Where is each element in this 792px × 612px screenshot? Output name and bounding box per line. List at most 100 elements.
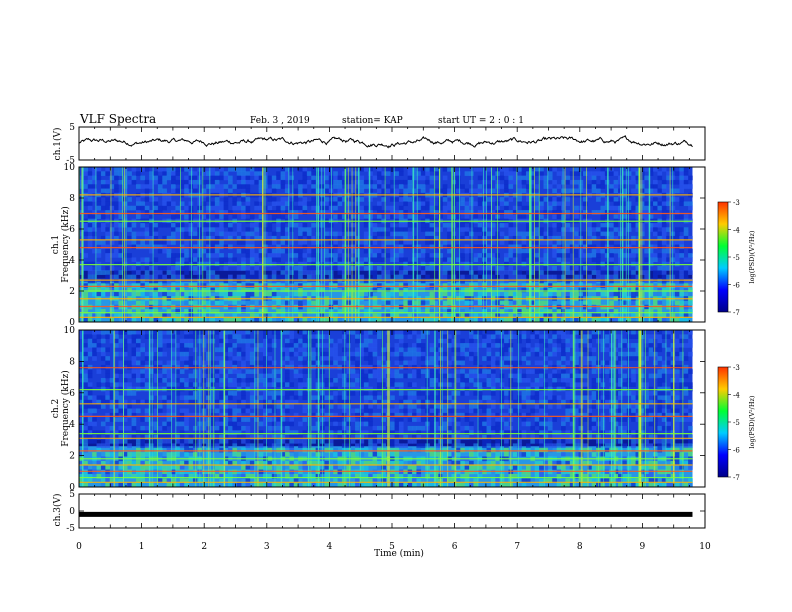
ch1-spectrogram-cell xyxy=(482,270,487,275)
ch1-spectrogram-cell xyxy=(631,179,636,185)
ch1-spectrogram-cell xyxy=(556,291,562,297)
ch1-spectrogram-cell xyxy=(135,261,141,267)
ch2-spectrogram-cell xyxy=(346,452,351,457)
ch1-spectrogram-cell xyxy=(175,309,181,314)
ch1-spectrogram-cell xyxy=(385,167,391,172)
ch2-spectrogram-cell xyxy=(363,465,369,470)
ch1-spectrogram-cell xyxy=(464,313,470,318)
ch1-spectrogram-cell xyxy=(679,201,685,207)
ch1-spectrogram-cell xyxy=(192,227,198,232)
ch1-spectrogram-cell xyxy=(333,317,338,323)
ch2-spectrogram-cell xyxy=(223,404,229,409)
ch1-spectrogram-cell xyxy=(635,227,641,232)
ch2-spectrogram-cell xyxy=(298,439,303,444)
ch2-spectrogram-cell xyxy=(135,482,141,488)
ch2-spectrogram-cell xyxy=(79,369,84,374)
ch1-spectrogram-cell xyxy=(385,253,391,258)
ch1-spectrogram-cell xyxy=(521,240,527,245)
ch1-spectrogram-cell xyxy=(311,309,316,314)
ch2-spectrogram-cell xyxy=(302,369,308,374)
ch2-spectrogram-cell xyxy=(254,369,259,374)
ch1-spectrogram-cell xyxy=(184,248,189,254)
ch2-spectrogram-cell xyxy=(280,421,286,427)
ch1-spectrogram-cell xyxy=(521,309,527,314)
ch2-spectrogram-cell xyxy=(162,377,167,383)
ch1-spectrogram-cell xyxy=(96,253,102,258)
ch1-spectrogram-cell xyxy=(298,184,303,189)
ch1-spectrogram-cell xyxy=(188,167,194,172)
ch1-spectrogram-cell xyxy=(569,248,575,254)
ch2-spectrogram-cell xyxy=(333,460,338,466)
ch2-spectrogram-cell xyxy=(324,421,330,427)
ch1-spectrogram-cell xyxy=(346,291,351,297)
ch2-spectrogram-cell xyxy=(131,391,137,396)
ch1-spectrogram-cell xyxy=(298,253,303,258)
ch2-spectrogram-cell xyxy=(328,382,334,387)
ch1-spectrogram-cell xyxy=(525,313,531,318)
ch2-spectrogram-cell xyxy=(149,377,154,383)
ch1-spectrogram-cell xyxy=(639,188,645,194)
ch1-spectrogram-cell xyxy=(192,188,198,194)
ch1-spectrogram-cell xyxy=(666,197,671,202)
ch2-spectrogram-cell xyxy=(153,386,159,392)
ch2-spectrogram-cell xyxy=(359,473,365,479)
ch1-spectrogram-cell xyxy=(547,300,553,306)
ch1-spectrogram-cell xyxy=(192,261,198,267)
ch2-spectrogram-cell xyxy=(263,382,268,387)
ch2-spectrogram-cell xyxy=(140,373,146,379)
ch1-spectrogram-cell xyxy=(447,313,452,318)
ch2-spectrogram-cell xyxy=(341,473,347,479)
ch1-spectrogram-cell xyxy=(508,197,514,202)
ch2-spectrogram-cell xyxy=(206,391,211,396)
ch1-spectrogram-cell xyxy=(302,175,308,181)
ch2-spectrogram-cell xyxy=(105,443,110,449)
ch1-spectrogram-cell xyxy=(293,274,299,280)
ch1-spectrogram-cell xyxy=(258,309,264,314)
ch2-spectrogram-cell xyxy=(376,360,382,366)
ch1-spectrogram-cell xyxy=(639,210,645,215)
ch2-spectrogram-cell xyxy=(245,386,251,392)
ch1-spectrogram-cell xyxy=(153,287,159,293)
ch2-spectrogram-cell xyxy=(359,343,365,348)
ch2-spectrogram-cell xyxy=(83,404,89,409)
ch1-spectrogram-cell xyxy=(263,235,268,241)
ch1-spectrogram-cell xyxy=(600,205,606,211)
ch2-spectrogram-cell xyxy=(219,434,224,440)
ch2-spectrogram-cell xyxy=(144,417,150,422)
ch1-spectrogram-cell xyxy=(469,179,474,185)
ch2-spectrogram-cell xyxy=(350,391,356,396)
ch2-spectrogram-cell xyxy=(232,421,238,427)
ch2-spectrogram-cell xyxy=(210,360,216,366)
ch2-spectrogram-cell xyxy=(140,452,146,457)
ch1-spectrogram-cell xyxy=(657,291,663,297)
ch1-spectrogram-cell xyxy=(574,244,579,250)
ch1-spectrogram-cell xyxy=(565,188,571,194)
ch1-spectrogram-cell xyxy=(166,201,172,207)
ch1-spectrogram-cell xyxy=(596,188,601,194)
ch2-spectrogram-cell xyxy=(355,408,360,414)
ch1-spectrogram-cell xyxy=(556,222,562,228)
ch1-spectrogram-cell xyxy=(276,248,281,254)
ch1-spectrogram-cell xyxy=(613,171,619,176)
ch1-spectrogram-cell xyxy=(372,227,378,232)
ch2-spectrogram-cell xyxy=(372,425,378,431)
ch1-spectrogram-cell xyxy=(512,214,518,219)
ch2-spectrogram-cell xyxy=(109,338,115,344)
ch2-spectrogram-cell xyxy=(381,482,387,488)
ch1-spectrogram-cell xyxy=(385,188,391,194)
ch2-spectrogram-cell xyxy=(376,395,382,401)
ch1-spectrogram-cell xyxy=(284,231,290,237)
ch2-spectrogram-cell xyxy=(184,460,189,466)
ch2-spectrogram-cell xyxy=(179,452,185,457)
ch1-spectrogram-cell xyxy=(306,231,312,237)
ch2-spectrogram-cell xyxy=(122,347,128,353)
ch1-spectrogram-cell xyxy=(683,317,689,323)
ch1-spectrogram-cell xyxy=(201,266,207,271)
ch1-spectrogram-cell xyxy=(517,248,522,254)
ch2-spectrogram-cell xyxy=(166,343,172,348)
ch2-spectrogram-cell xyxy=(271,404,277,409)
ch1-spectrogram-cell xyxy=(210,222,216,228)
ch1-spectrogram-cell xyxy=(219,205,224,211)
ch2-spectrogram-cell xyxy=(284,443,290,449)
ch2-spectrogram-cell xyxy=(214,408,220,414)
